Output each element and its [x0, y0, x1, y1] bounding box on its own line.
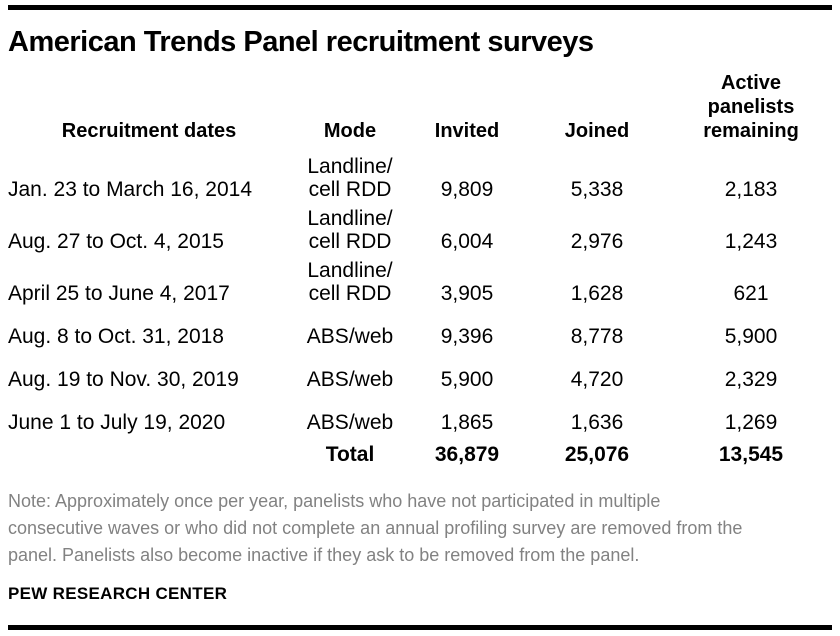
table-row: Aug. 27 to Oct. 4, 2015 Landline/ cell R… [8, 201, 832, 253]
table-row: June 1 to July 19, 2020 ABS/web 1,865 1,… [8, 391, 832, 434]
table-total-row: Total 36,879 25,076 13,545 [8, 434, 832, 466]
cell-mode: ABS/web [306, 411, 394, 434]
cell-remaining: 5,900 [724, 325, 778, 348]
cell-joined: 5,338 [570, 178, 624, 201]
bottom-rule [8, 625, 832, 630]
cell-remaining: 2,183 [724, 178, 778, 201]
table-row: April 25 to June 4, 2017 Landline/ cell … [8, 253, 832, 305]
cell-joined: 1,636 [570, 411, 624, 434]
cell-mode: ABS/web [306, 368, 394, 391]
cell-remaining: 1,243 [724, 230, 778, 253]
cell-total-remaining: 13,545 [718, 443, 784, 466]
cell-empty [8, 434, 290, 466]
cell-total-label: Total [325, 443, 375, 466]
recruitment-table: Recruitment dates Mode Invited Joined Ac… [8, 71, 832, 466]
cell-dates: Aug. 27 to Oct. 4, 2015 [8, 230, 224, 253]
column-header-invited: Invited [434, 120, 500, 142]
source-attribution: PEW RESEARCH CENTER [8, 584, 228, 603]
cell-remaining: 2,329 [724, 368, 778, 391]
table-row: Jan. 23 to March 16, 2014 Landline/ cell… [8, 149, 832, 201]
cell-dates: Aug. 8 to Oct. 31, 2018 [8, 325, 224, 348]
cell-invited: 5,900 [440, 368, 494, 391]
cell-joined: 2,976 [570, 230, 624, 253]
cell-mode: Landline/ cell RDD [307, 207, 393, 253]
cell-dates: Aug. 19 to Nov. 30, 2019 [8, 368, 239, 391]
table-row: Aug. 8 to Oct. 31, 2018 ABS/web 9,396 8,… [8, 305, 832, 348]
cell-remaining: 621 [733, 282, 769, 305]
cell-dates: Jan. 23 to March 16, 2014 [8, 178, 252, 201]
cell-total-joined: 25,076 [564, 443, 630, 466]
page-title: American Trends Panel recruitment survey… [8, 26, 594, 58]
column-header-recruitment-dates: Recruitment dates [61, 120, 237, 142]
cell-invited: 9,396 [440, 325, 494, 348]
cell-dates: April 25 to June 4, 2017 [8, 282, 230, 305]
cell-invited: 1,865 [440, 411, 494, 434]
cell-dates: June 1 to July 19, 2020 [8, 411, 226, 434]
cell-joined: 4,720 [570, 368, 624, 391]
column-header-joined: Joined [564, 120, 630, 142]
cell-joined: 1,628 [570, 282, 624, 305]
cell-invited: 9,809 [440, 178, 494, 201]
cell-mode: ABS/web [306, 325, 394, 348]
table-header-row: Recruitment dates Mode Invited Joined Ac… [8, 71, 832, 149]
cell-invited: 6,004 [440, 230, 494, 253]
cell-mode: Landline/ cell RDD [307, 259, 393, 305]
footnote: Note: Approximately once per year, panel… [8, 491, 743, 565]
cell-invited: 3,905 [440, 282, 494, 305]
column-header-active-panelists-remaining: Active panelists remaining [703, 72, 799, 142]
top-rule [8, 5, 832, 10]
table-row: Aug. 19 to Nov. 30, 2019 ABS/web 5,900 4… [8, 348, 832, 391]
cell-mode: Landline/ cell RDD [307, 155, 393, 201]
cell-joined: 8,778 [570, 325, 624, 348]
cell-remaining: 1,269 [724, 411, 778, 434]
cell-total-invited: 36,879 [434, 443, 500, 466]
column-header-mode: Mode [323, 120, 377, 142]
